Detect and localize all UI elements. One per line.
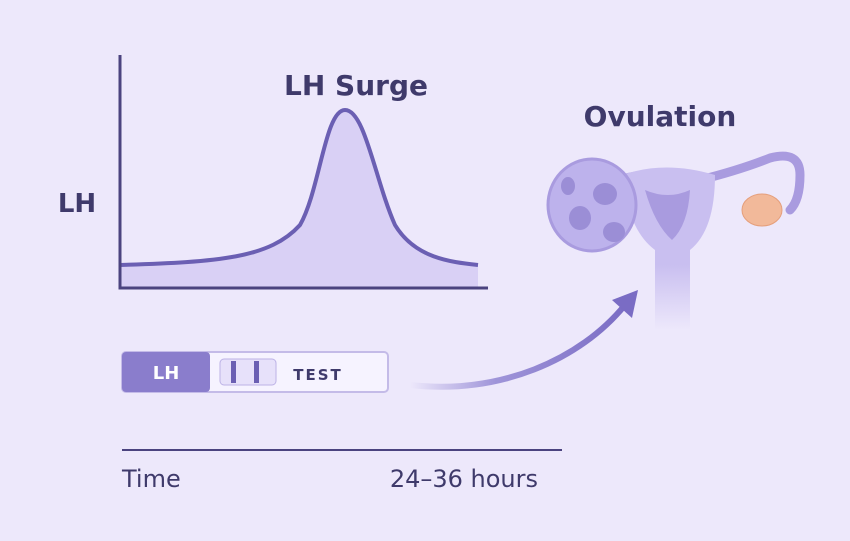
follicle xyxy=(569,206,591,230)
curve-area xyxy=(120,110,478,288)
graph-title: LH Surge xyxy=(284,69,428,102)
strip-window xyxy=(219,358,277,386)
strip-label: LH xyxy=(153,363,180,384)
timeline-end: 24–36 hours xyxy=(390,465,538,493)
strip-handle xyxy=(122,352,210,392)
strip-line xyxy=(254,361,259,383)
lh-curve xyxy=(119,107,479,267)
uterus xyxy=(622,167,715,330)
arrow xyxy=(407,302,628,390)
arrow-head xyxy=(612,290,638,318)
timeline-start: Time xyxy=(121,465,181,493)
strip-line xyxy=(231,361,236,383)
strip-text: TEST xyxy=(293,366,343,384)
follicle xyxy=(593,183,617,205)
follicle xyxy=(603,222,625,242)
egg xyxy=(741,193,783,227)
uterine-cavity xyxy=(645,190,690,240)
y-label: LH xyxy=(58,189,96,219)
axes xyxy=(118,55,488,290)
follicle xyxy=(561,177,575,195)
ovulation-label: Ovulation xyxy=(584,100,737,133)
